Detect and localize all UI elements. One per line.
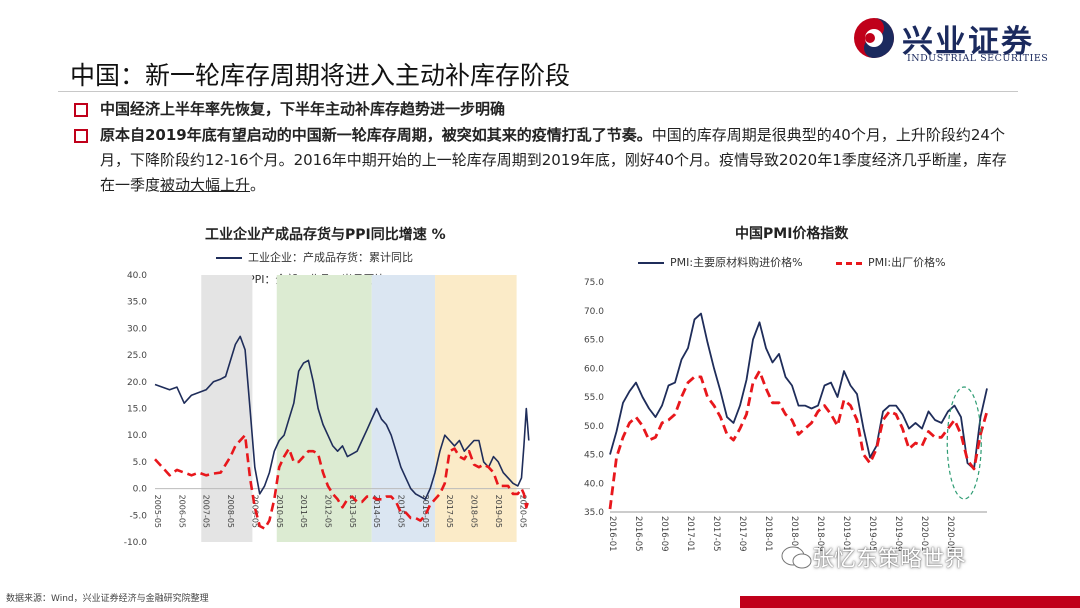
shaded-period-4 — [435, 275, 517, 542]
series-line-2 — [608, 369, 989, 510]
series-line-2 — [154, 433, 531, 530]
y-tick-label: 45.0 — [584, 451, 604, 461]
x-tick-label: 2017-05 — [445, 495, 454, 528]
wechat-icon — [781, 546, 812, 569]
accent-bar — [740, 596, 1080, 608]
x-tick-label: 2016-01 — [607, 516, 617, 552]
chart-1-legend-1: 工业企业：产成品存货：累计同比 — [216, 249, 413, 265]
x-tick-label: 2010-05 — [275, 495, 284, 528]
x-tick-label: 2016-09 — [659, 516, 669, 552]
x-tick-label: 2008-05 — [226, 495, 235, 528]
x-tick-label: 2018-09 — [815, 516, 825, 552]
y-tick-label: 50.0 — [584, 422, 604, 432]
x-tick-label: 2017-01 — [685, 516, 695, 552]
y-tick-label: 40.0 — [584, 479, 604, 489]
chart-2-legend-1: PMI:主要原材料购进价格% — [638, 254, 803, 270]
data-source-note: 数据来源：Wind，兴业证券经济与金融研究院整理 — [6, 594, 209, 604]
x-tick-label: 2005-05 — [153, 495, 162, 528]
x-tick-label: 2019-01 — [841, 516, 851, 552]
y-tick-label: 15.0 — [127, 405, 147, 415]
page-title: 中国：新一轮库存周期将进入主动补库存阶段 — [70, 61, 571, 90]
y-tick-label: 60.0 — [584, 364, 604, 374]
y-tick-label: 65.0 — [584, 336, 604, 346]
chart-2-legend-2: PMI:出厂价格% — [836, 254, 946, 270]
taiji-logo-icon — [854, 18, 894, 58]
x-tick-label: 2019-05 — [494, 495, 503, 528]
bullet-text: 中国经济上半年率先恢复，下半年主动补库存趋势进一步明确 — [100, 100, 506, 118]
watermark-text: 张忆东策略世界 — [812, 547, 967, 572]
x-tick-label: 2020-05 — [518, 495, 527, 528]
bullet-lead: 原本自2019年底有望启动的中国新一轮库存周期，被突如其来的疫情打乱了节奏。 — [100, 126, 652, 144]
series-line-1 — [609, 312, 988, 470]
y-tick-label: -5.0 — [129, 511, 147, 521]
logo-english-name: INDUSTRIAL SECURITIES — [907, 53, 1049, 64]
x-tick-label: 2007-05 — [202, 495, 211, 528]
x-tick-label: 2016-05 — [421, 495, 430, 528]
bullet-box-icon — [74, 103, 88, 117]
x-tick-label: 2014-05 — [372, 495, 381, 528]
y-tick-label: 40.0 — [127, 271, 147, 281]
title-divider — [58, 91, 1018, 92]
y-tick-label: 30.0 — [127, 324, 147, 334]
chart-2-title: 中国PMI价格指数 — [735, 226, 849, 242]
y-tick-label: 10.0 — [127, 431, 147, 441]
y-tick-label: 20.0 — [127, 378, 147, 388]
y-tick-label: 70.0 — [584, 307, 604, 317]
logo-chinese-name: 兴业证券 — [902, 24, 1034, 60]
legend-solid-line-icon — [638, 262, 664, 264]
bullet-text: 原本自2019年底有望启动的中国新一轮库存周期，被突如其来的疫情打乱了节奏。中国… — [100, 123, 1014, 198]
highlight-ellipse — [946, 386, 982, 500]
x-tick-label: 2020-05 — [945, 516, 955, 552]
x-tick-label: 2019-09 — [893, 516, 903, 552]
x-tick-label: 2013-05 — [348, 495, 357, 528]
chart-1-title: 工业企业产成品存货与PPI同比增速 % — [205, 227, 446, 243]
bullet-item-2: 原本自2019年底有望启动的中国新一轮库存周期，被突如其来的疫情打乱了节奏。中国… — [74, 123, 1014, 198]
y-tick-label: 75.0 — [584, 278, 604, 288]
x-tick-label: 2018-05 — [470, 495, 479, 528]
shaded-period-1 — [201, 275, 253, 542]
brand-logo: 兴业证券 INDUSTRIAL SECURITIES — [852, 14, 1067, 66]
y-tick-label: 35.0 — [584, 508, 604, 518]
y-tick-label: -10.0 — [124, 538, 148, 548]
x-tick-label: 2011-05 — [299, 495, 308, 528]
y-tick-label: 55.0 — [584, 393, 604, 403]
bullet-underline: 被动大幅上升 — [160, 176, 251, 194]
bullet-body: 中国的库存周期是很典型的40个月，上升阶段约24个月，下降阶段约12-16个月。… — [100, 126, 1007, 194]
x-tick-label: 2006-05 — [177, 495, 186, 528]
x-tick-label: 2018-01 — [763, 516, 773, 552]
x-tick-label: 2015-05 — [397, 495, 406, 528]
x-tick-label: 2019-05 — [867, 516, 877, 552]
y-tick-label: 5.0 — [133, 458, 148, 468]
x-tick-label: 2012-05 — [323, 495, 332, 528]
y-tick-label: 25.0 — [127, 351, 147, 361]
shaded-period-3 — [371, 275, 436, 542]
y-tick-label: 35.0 — [127, 298, 147, 308]
x-tick-label: 2017-09 — [737, 516, 747, 552]
x-tick-label: 2020-01 — [919, 516, 929, 552]
x-tick-label: 2016-05 — [633, 516, 643, 552]
x-tick-label: 2017-05 — [711, 516, 721, 552]
x-tick-label: 2018-05 — [789, 516, 799, 552]
inventory-ppi-chart: 40.0 35.0 30.0 25.0 20.0 15.0 10.0 5.0 0.0 -5.0 -1… — [124, 271, 531, 548]
legend-solid-line-icon — [216, 257, 242, 259]
bullet-box-icon — [74, 129, 88, 143]
bullet-item-1: 中国经济上半年率先恢复，下半年主动补库存趋势进一步明确 — [74, 97, 1014, 122]
bullet-end: 。 — [250, 176, 266, 194]
legend-dashed-line-icon — [836, 261, 862, 265]
series-line-1 — [154, 335, 530, 501]
y-tick-label: 0.0 — [133, 485, 148, 495]
pmi-price-chart: 75.070.065.060.055.050.045.040.035.02016… — [584, 278, 989, 552]
